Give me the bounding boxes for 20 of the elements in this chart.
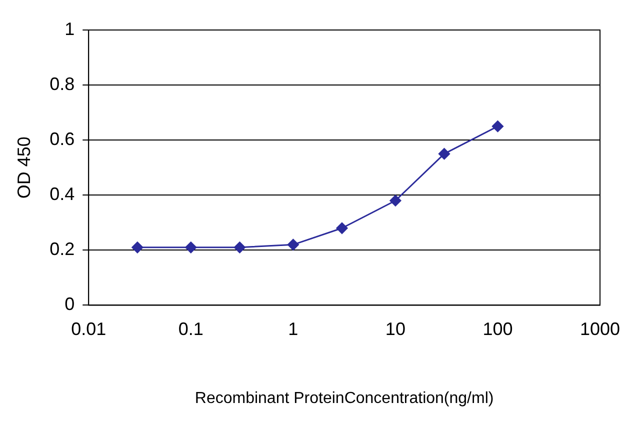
x-tick-label: 0.01 bbox=[71, 318, 106, 339]
y-axis-title: OD 450 bbox=[14, 136, 34, 199]
y-tick-label: 0.8 bbox=[50, 74, 75, 94]
x-tick-label: 100 bbox=[482, 318, 513, 339]
x-tick-label: 0.1 bbox=[178, 318, 204, 339]
x-tick-label: 1 bbox=[288, 318, 298, 339]
point bbox=[336, 222, 348, 234]
y-tick-label: 0.6 bbox=[50, 129, 75, 150]
x-tick-label: 10 bbox=[385, 318, 406, 339]
y-tick-label: 1 bbox=[64, 18, 75, 39]
point bbox=[132, 242, 144, 254]
point bbox=[287, 238, 299, 250]
y-tick-label: 0.2 bbox=[50, 239, 75, 260]
y-tick-label: 0 bbox=[64, 294, 75, 314]
point bbox=[390, 194, 402, 206]
point bbox=[492, 120, 504, 132]
x-axis-title: Recombinant ProteinConcentration(ng/ml) bbox=[194, 390, 494, 407]
y-tick-label: 0.4 bbox=[50, 184, 75, 204]
x-tick-label: 1000 bbox=[580, 318, 620, 339]
point bbox=[234, 242, 246, 254]
